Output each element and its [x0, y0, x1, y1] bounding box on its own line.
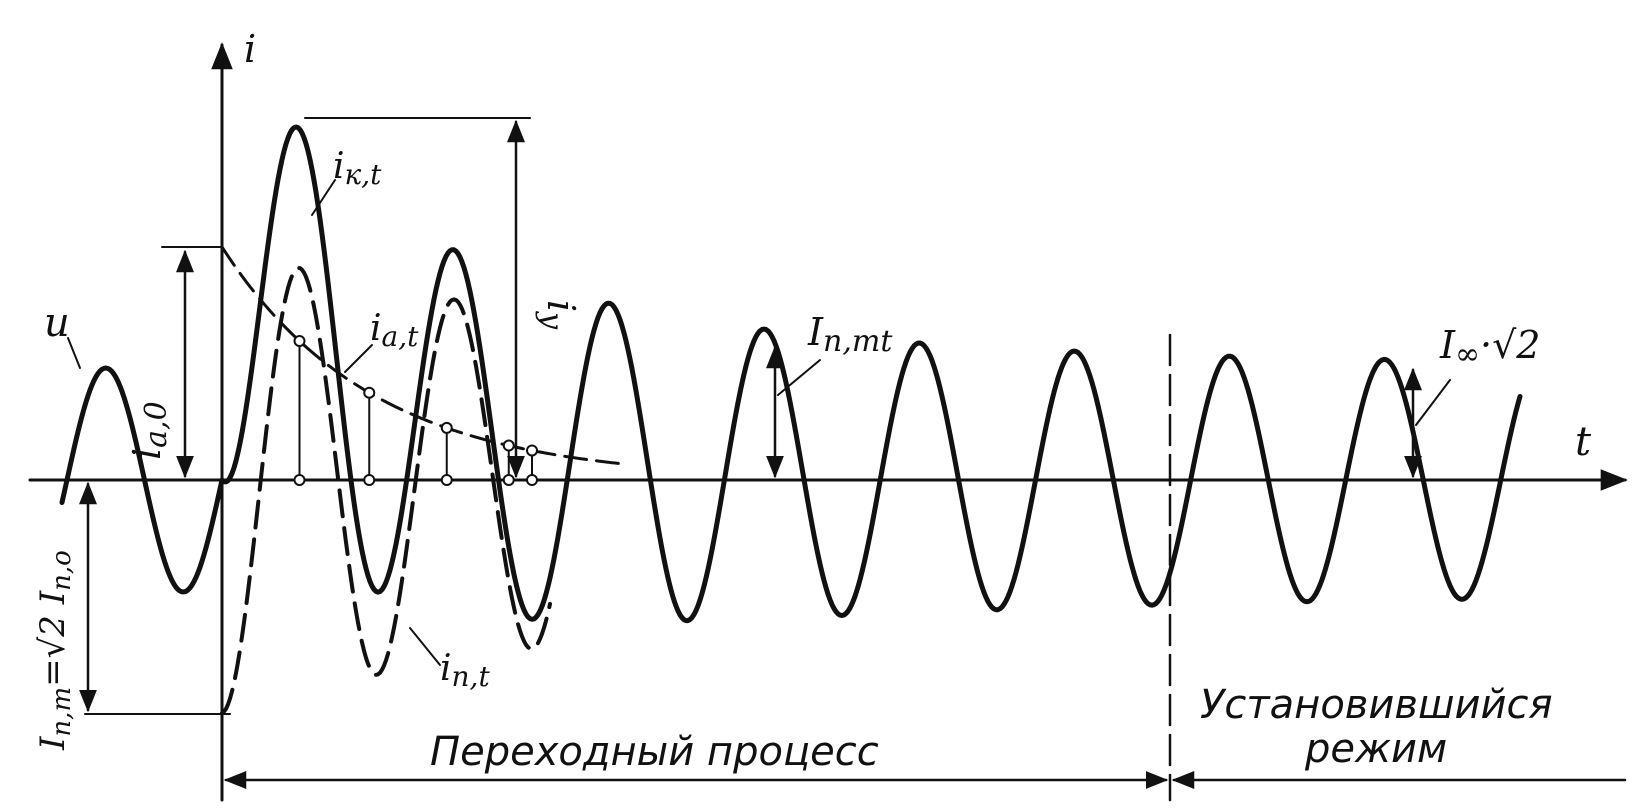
iat-leader	[344, 344, 373, 373]
stem-point-2-1	[440, 421, 453, 434]
u-leader	[67, 337, 81, 369]
stem-point-4-1	[526, 444, 538, 457]
axis-i-label: i	[244, 27, 256, 71]
stem-point-2-0	[440, 474, 453, 486]
transient-caption: Переходный процесс	[430, 729, 879, 775]
stem-point-1-1	[363, 386, 376, 399]
ia0-dimension	[161, 246, 223, 479]
periodic-component-curve	[220, 266, 552, 715]
stem-point-1-0	[363, 474, 376, 486]
aperiodic-component-curve	[220, 245, 622, 466]
ikt-leader	[311, 179, 336, 216]
iinf-dimension	[1404, 367, 1451, 479]
u-label: u	[44, 300, 70, 346]
stem-point-0-1	[293, 335, 306, 348]
iat-label: ia,t	[370, 308, 419, 353]
steady-caption-line1: Установившийся	[1200, 682, 1553, 728]
stem-point-3-0	[502, 474, 515, 486]
stem-point-3-1	[502, 439, 515, 452]
steady-caption-line2: режим	[1304, 726, 1447, 772]
ipm-label: Iп,m=√2 Iп,о	[33, 550, 77, 751]
ipm-dimension	[79, 481, 231, 715]
ia0-label: ia,0	[125, 401, 174, 460]
ipt-label: iп,t	[440, 648, 490, 693]
component-stems	[293, 335, 538, 486]
ikt-label: iк,t	[333, 146, 382, 191]
axis-t-label: t	[1575, 419, 1592, 465]
iy-dimension	[304, 117, 531, 479]
stem-point-4-0	[526, 474, 538, 486]
ipmt-dimension	[766, 345, 821, 479]
stem-point-0-0	[293, 474, 306, 486]
iinf-label: I∞·√2	[1439, 323, 1541, 372]
total-current-curve	[59, 124, 1523, 624]
iy-label: iу	[534, 300, 583, 330]
ipmt-label: Iп,mt	[807, 310, 893, 359]
ipt-leader	[409, 627, 441, 666]
